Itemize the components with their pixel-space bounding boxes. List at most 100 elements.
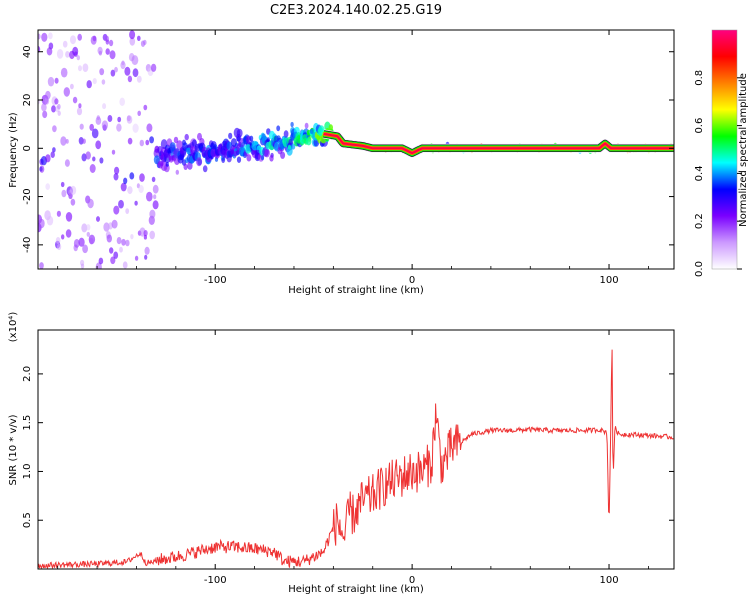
spectrogram-cell (114, 166, 120, 175)
spectrogram-cell (38, 45, 41, 53)
x-tick-label: 0 (409, 575, 415, 586)
spectrogram-cell (106, 234, 113, 243)
spectrogram-cell (65, 51, 70, 58)
spectrogram-cell (79, 123, 84, 130)
spectrogram-cell (82, 63, 89, 72)
spectrogram-y-ticks: -40 -20 0 20 40 (22, 45, 674, 253)
figure-title: C2E3.2024.140.02.25.G19 (270, 3, 442, 18)
spectrogram-cell (236, 156, 242, 163)
spectrogram-cell (60, 181, 65, 188)
x-tick-label: -100 (204, 575, 227, 586)
spectrogram-cell (328, 124, 333, 131)
spectrogram-cell (260, 155, 265, 161)
spectrogram-cell (60, 67, 68, 78)
spectrogram-cell (283, 130, 289, 138)
spectrogram-cell (143, 230, 148, 237)
spectrogram-cell (105, 39, 110, 45)
spectrogram-cell (114, 66, 118, 73)
spectrogram-y-axis-label: Frequency (Hz) (8, 112, 19, 188)
spectrogram-cell (72, 96, 78, 104)
spectrogram-cell (38, 33, 41, 40)
spectrogram-cell (210, 141, 217, 150)
spectrogram-cell (169, 142, 176, 152)
spectrogram-cell (77, 33, 82, 41)
spectrogram-cell (60, 136, 67, 146)
spectrogram-cell (64, 159, 70, 167)
spectrogram-x-ticks: -100 0 100 (57, 30, 649, 286)
y-tick-label: -40 (22, 237, 33, 253)
spectrogram-cell (304, 122, 309, 129)
spectrogram-cell (287, 144, 292, 150)
spectrogram-cell (122, 261, 128, 269)
spectrogram-cell (57, 103, 61, 110)
spectrogram-cell (144, 246, 150, 255)
spectrogram-cell (39, 262, 44, 269)
spectrogram-cell (61, 189, 67, 198)
spectrogram-cell (65, 212, 73, 222)
y-tick-label: 2.0 (22, 366, 33, 382)
spectrogram-cell (78, 103, 82, 109)
spectrogram-cell (39, 165, 45, 173)
y-tick-label: 0 (22, 145, 33, 151)
spectrogram-cell (117, 116, 122, 123)
spectrogram-cell (137, 35, 141, 41)
colorbar-label: Normalized spectral amplitude (738, 73, 749, 227)
spectrogram-cell (109, 39, 114, 47)
spectrogram-cell (175, 169, 179, 175)
colorbar-tick-label: 0.0 (694, 261, 705, 277)
spectrogram-cell (134, 255, 139, 261)
spectrogram-cell (118, 199, 124, 209)
spectrogram-cell (78, 237, 85, 247)
spectrogram-cell (191, 139, 197, 147)
spectrogram-cell (72, 46, 79, 56)
spectrogram-cell (236, 128, 243, 138)
spectrogram-cell (45, 90, 51, 100)
spectrogram-cell (145, 139, 150, 146)
spectrogram-cell (149, 136, 155, 144)
spectrogram-cell (38, 218, 45, 229)
y-tick-label: 20 (22, 94, 33, 107)
spectrogram-cell (51, 105, 56, 113)
spectrogram-cell (127, 75, 133, 83)
spectrogram-cell (127, 186, 133, 195)
spectrogram-cell (92, 156, 96, 162)
spectrogram-cell (291, 143, 296, 150)
spectrogram-cell (196, 157, 203, 167)
spectrogram-cell (82, 244, 88, 254)
spectrogram-cell (120, 182, 127, 192)
spectrogram-cell (65, 229, 72, 238)
snr-y-ticks: 0.5 1.0 1.5 2.0 (22, 366, 674, 528)
spectrogram-cell (70, 83, 74, 90)
spectrogram-cell (129, 37, 136, 46)
spectrogram-cell (46, 215, 54, 226)
spectrogram-cell (305, 137, 312, 146)
colorbar-tick-label: 0.6 (694, 118, 705, 134)
spectrogram-cell (92, 78, 97, 85)
spectrogram-cell (57, 243, 62, 251)
spectrogram-cell (111, 219, 118, 229)
spectrogram-panel: -100 0 100 -40 -20 0 20 40 Height of straight … (8, 29, 675, 296)
spectrogram-cell (91, 128, 99, 139)
spectrogram-cell (168, 154, 173, 161)
spectrogram-cell (139, 173, 145, 182)
spectrogram-cell (86, 80, 92, 89)
spectrogram-cell (70, 198, 76, 206)
spectrogram-cell (309, 128, 314, 135)
colorbar-tick-label: 0.4 (694, 165, 705, 181)
spectrogram-cell (85, 151, 91, 160)
snr-series-line (38, 349, 674, 569)
spectrogram-cell (228, 132, 233, 140)
spectrogram-cell (41, 32, 48, 42)
spectrogram-cell (70, 185, 77, 195)
snr-x-ticks: -100 0 100 (57, 330, 649, 586)
spectrogram-cell (76, 107, 83, 116)
spectrogram-cell (134, 200, 138, 206)
colorbar-bar (712, 30, 737, 269)
spectrogram-cell (111, 149, 116, 155)
spectrogram-cell (50, 151, 55, 158)
spectrogram-cell (89, 123, 94, 131)
x-tick-label: 100 (599, 575, 618, 586)
spectrogram-cell (89, 237, 94, 245)
spectrogram-cell (202, 165, 208, 173)
